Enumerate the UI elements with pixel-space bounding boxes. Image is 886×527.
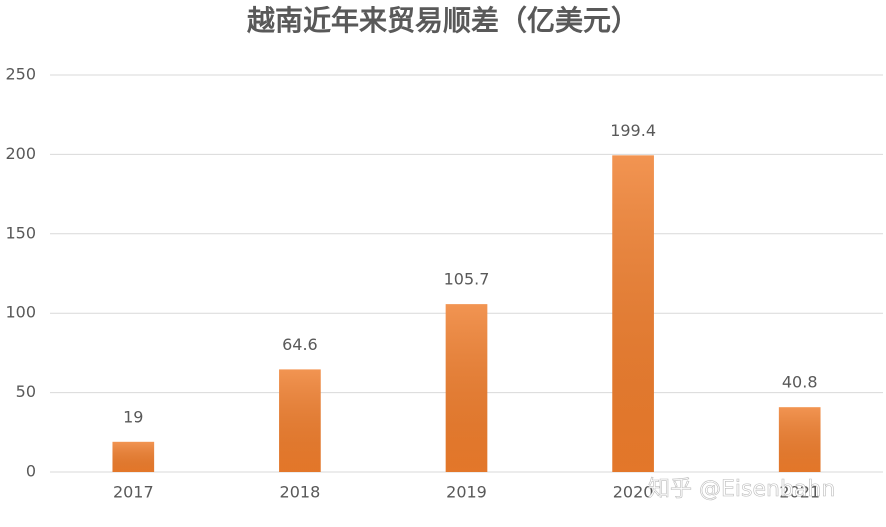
y-tick-label: 50: [16, 382, 36, 401]
bar: [445, 304, 488, 472]
data-label: 19: [123, 407, 143, 426]
x-tick-label: 2017: [113, 483, 154, 502]
data-label: 40.8: [782, 373, 818, 392]
chart-title: 越南近年来贸易顺差（亿美元）: [247, 4, 639, 37]
y-tick-label: 150: [5, 223, 36, 242]
data-label: 64.6: [282, 335, 318, 354]
x-tick-label: 2018: [280, 483, 321, 502]
y-tick-label: 100: [5, 303, 36, 322]
data-label: 199.4: [610, 121, 656, 140]
y-tick-label: 200: [5, 144, 36, 163]
y-tick-label: 250: [5, 65, 36, 84]
bar: [612, 155, 654, 473]
watermark: 知乎 @Eisenbahn: [648, 477, 835, 502]
bar: [112, 441, 155, 472]
bar: [778, 407, 821, 472]
x-tick-label: 2021: [779, 483, 820, 502]
data-label: 105.7: [444, 270, 490, 289]
x-tick-label: 2020: [613, 483, 654, 502]
y-tick-label: 0: [26, 462, 36, 481]
x-tick-label: 2019: [446, 483, 487, 502]
bar: [279, 369, 321, 472]
